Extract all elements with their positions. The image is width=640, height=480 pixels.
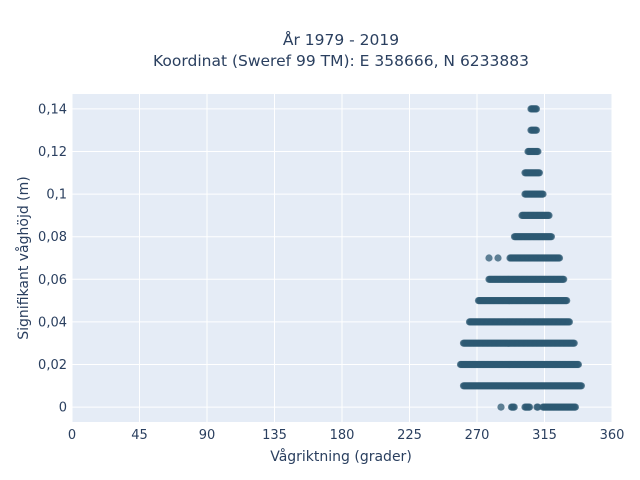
data-point [574, 360, 583, 369]
data-point [485, 254, 493, 262]
x-tick-label: 360 [600, 428, 625, 443]
y-tick-label: 0,02 [38, 358, 67, 373]
y-tick-label: 0,08 [38, 230, 67, 245]
data-points [456, 105, 586, 411]
data-point [532, 105, 541, 113]
x-tick-label: 315 [532, 428, 557, 443]
data-point [534, 403, 542, 411]
data-point [535, 169, 544, 177]
y-tick-label: 0,14 [38, 102, 67, 117]
data-point [571, 403, 580, 411]
y-axis-title: Signifikant våghöjd (m) [15, 176, 32, 339]
x-axis-ticks: 0 45 90 135 180 225 270 315 360 [68, 428, 625, 443]
x-tick-label: 225 [397, 428, 422, 443]
data-point [547, 233, 556, 241]
x-axis-title: Vågriktning (grader) [270, 448, 412, 465]
data-point [545, 211, 553, 219]
chart-title-line2: Koordinat (Sweref 99 TM): E 358666, N 62… [153, 52, 529, 70]
x-tick-label: 135 [262, 428, 287, 443]
x-tick-label: 45 [131, 428, 148, 443]
y-tick-label: 0,1 [46, 188, 67, 203]
data-point [497, 403, 505, 411]
data-point [494, 254, 502, 262]
data-point [565, 318, 574, 326]
y-tick-label: 0,06 [38, 273, 67, 288]
data-point [563, 297, 571, 305]
x-tick-label: 180 [330, 428, 355, 443]
x-tick-label: 0 [68, 428, 76, 443]
data-point [532, 126, 541, 134]
y-tick-label: 0,12 [38, 145, 67, 160]
data-point [539, 190, 547, 198]
data-point [525, 403, 534, 411]
data-point [577, 382, 586, 390]
data-point [555, 254, 564, 262]
y-tick-label: 0 [59, 401, 67, 416]
x-tick-label: 90 [199, 428, 216, 443]
data-point [570, 339, 578, 347]
data-point [534, 147, 542, 156]
y-axis-ticks: 0 0,02 0,04 0,06 0,08 0,1 0,12 0,14 [38, 102, 67, 415]
data-point [510, 403, 518, 411]
data-point [560, 275, 568, 283]
x-tick-label: 270 [465, 428, 490, 443]
chart-title-line1: År 1979 - 2019 [283, 30, 399, 49]
y-tick-label: 0,04 [38, 315, 67, 330]
